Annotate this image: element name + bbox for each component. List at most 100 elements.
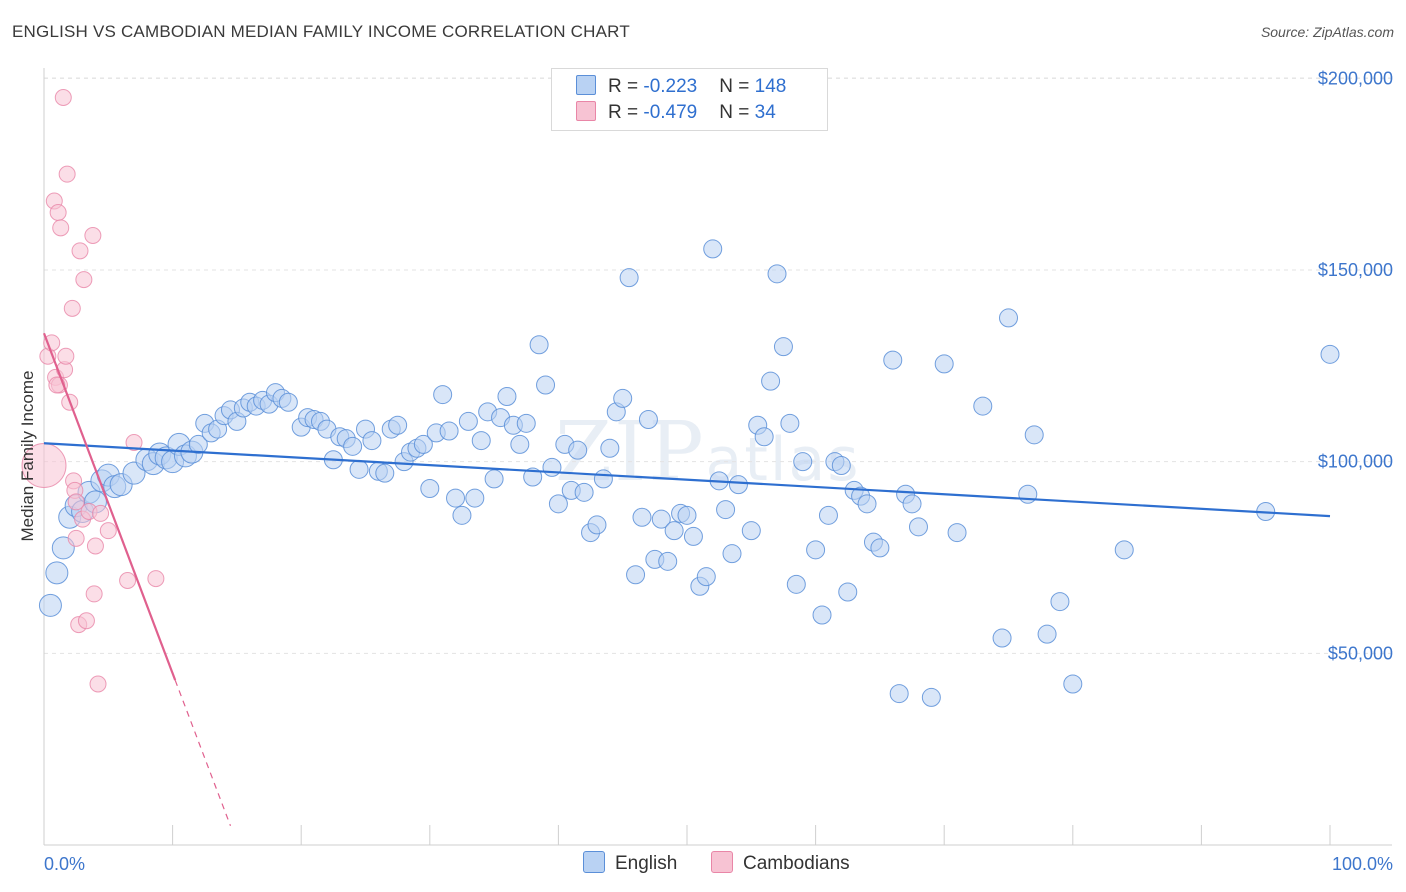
english-point [574, 482, 594, 502]
cambodian-point [89, 675, 107, 693]
y-tick-label: $200,000 [1318, 68, 1393, 88]
english-point [728, 475, 748, 495]
english-point [992, 628, 1012, 648]
english-point [349, 459, 369, 479]
legend-r-label: R = [608, 102, 644, 123]
english-point [600, 438, 620, 458]
cambodian-point [75, 271, 93, 289]
english-point [638, 410, 658, 429]
english-point [388, 415, 408, 435]
english-point [741, 521, 761, 541]
english-point [516, 413, 536, 433]
english-point [754, 427, 774, 447]
trend-lines [42, 332, 1331, 827]
english-point [343, 436, 363, 456]
english-swatch [583, 851, 605, 873]
english-point [465, 488, 485, 508]
english-point [934, 354, 954, 374]
legend-r-value: -0.479 [643, 102, 698, 123]
english-point [446, 488, 466, 508]
cambodian-point [85, 585, 103, 603]
cambodian-point [92, 504, 110, 522]
english-point [278, 392, 298, 412]
cambodian-point [67, 529, 85, 547]
english-point [973, 396, 993, 416]
english-point [703, 239, 723, 259]
cambodian-point [57, 347, 75, 365]
cambodian-point [58, 165, 76, 183]
cambodian-legend-label: Cambodians [743, 853, 850, 874]
english-point [439, 421, 459, 441]
legend-n-value: 34 [754, 102, 776, 123]
axes [43, 68, 1392, 846]
english-point [908, 517, 928, 537]
english-point [812, 605, 832, 625]
english-point [831, 456, 851, 475]
english-point [838, 582, 858, 602]
english-point [523, 467, 543, 487]
english-point [818, 505, 838, 525]
english-point [947, 523, 967, 543]
cambodian-point [77, 612, 95, 630]
cambodian-point [49, 204, 67, 221]
english-point [536, 375, 556, 395]
english-points [38, 239, 1340, 707]
bottom-legend-english[interactable]: English [583, 851, 677, 875]
english-point [870, 538, 890, 558]
english-point [658, 551, 678, 571]
english-point [375, 463, 395, 483]
english-point [619, 268, 639, 288]
legend-row-english: R = -0.223 N = 148 [576, 75, 786, 99]
english-point [613, 388, 633, 408]
english-point [38, 593, 62, 617]
english-point [761, 371, 781, 391]
y-axis-label: Median Family Income [18, 370, 37, 541]
english-point [1114, 540, 1134, 560]
legend-r-label: R = [608, 76, 644, 97]
cambodian-point [125, 434, 143, 451]
english-point [883, 350, 903, 370]
cambodian-trend-line [42, 332, 177, 681]
english-point [1024, 425, 1044, 445]
grid-lines [44, 77, 1392, 654]
chart-source: Source: ZipAtlas.com [1260, 24, 1394, 40]
english-point [632, 507, 652, 527]
cambodian-point [147, 570, 165, 588]
cambodian-point [67, 493, 85, 511]
english-point [651, 509, 671, 529]
english-point [568, 440, 588, 460]
english-point [780, 413, 800, 433]
x-tick-label: 100.0% [1332, 854, 1393, 874]
english-point [716, 500, 736, 520]
x-tick-label: 0.0% [44, 854, 85, 874]
english-point [773, 337, 793, 357]
english-point [664, 521, 684, 541]
cambodian-point [48, 376, 66, 394]
legend-n-label: N = [719, 76, 755, 97]
english-point [1037, 624, 1057, 644]
english-point [413, 434, 433, 454]
english-point [471, 431, 491, 451]
english-point [484, 469, 504, 489]
legend-r-value: -0.223 [643, 76, 698, 97]
correlation-legend: R = -0.223 N = 148 R = -0.479 N = 34 [551, 68, 828, 131]
cambodian-point [52, 219, 70, 237]
cambodian-point [84, 227, 102, 244]
cambodian-swatch [711, 851, 733, 873]
cambodian-point [54, 89, 72, 106]
english-point [548, 494, 568, 514]
bottom-legend-cambodians[interactable]: Cambodians [711, 851, 850, 875]
english-point [1063, 674, 1083, 694]
english-point [683, 526, 703, 546]
english-point [420, 479, 440, 498]
english-point [433, 385, 453, 405]
english-point [806, 540, 826, 560]
english-point [696, 567, 716, 587]
english-point [889, 684, 909, 704]
y-tick-label: $100,000 [1318, 452, 1393, 472]
english-point [497, 387, 517, 406]
english-trend-line [43, 442, 1331, 518]
legend-row-cambodians: R = -0.479 N = 34 [576, 101, 786, 125]
english-point [587, 515, 607, 535]
